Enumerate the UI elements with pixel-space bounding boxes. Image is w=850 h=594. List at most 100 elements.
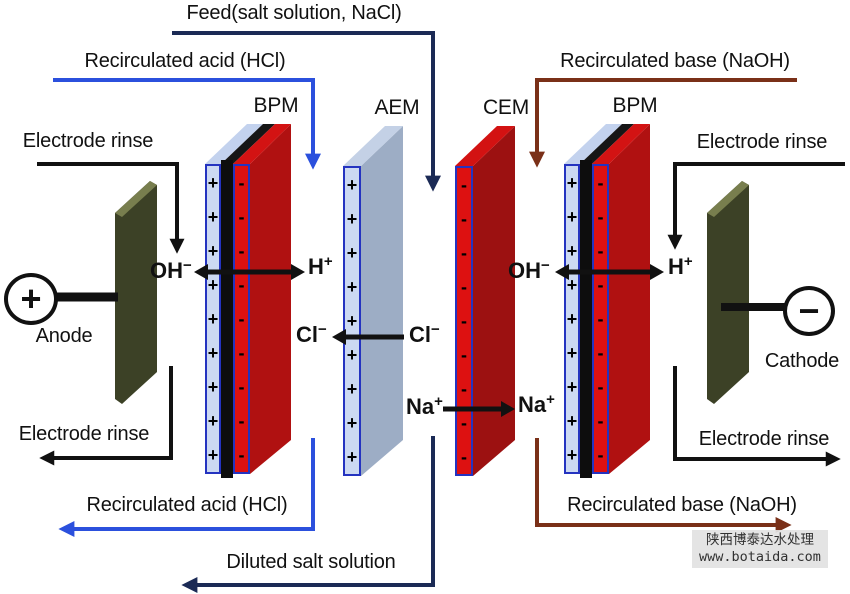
ion-charge: − (183, 257, 192, 274)
base-inlet-line (529, 78, 797, 168)
electrode-rinse-outlet-left-line (39, 366, 173, 466)
chloride-ion-label-left: Cl− (296, 321, 327, 348)
ion-base: H (308, 254, 324, 279)
bpm-left-membrane-3d (205, 124, 291, 474)
recirculated-acid-bottom-label: Recirculated acid (HCl) (86, 494, 288, 516)
ion-base: Cl (409, 322, 431, 347)
electrode-rinse-bottom-right-label: Electrode rinse (698, 428, 830, 450)
bpm-right-ion-arrow (555, 264, 664, 280)
ion-charge: − (541, 257, 550, 274)
electrode-rinse-inlet-left-line (37, 162, 185, 254)
cem-label: CEM (482, 96, 530, 119)
electrode-rinse-top-left-label: Electrode rinse (22, 130, 154, 152)
electrode-rinse-inlet-right-line (667, 162, 845, 250)
oh-left-arrowhead (194, 264, 208, 280)
anode-label: Anode (35, 325, 93, 347)
cathode-plate (707, 181, 749, 404)
bpm-left-positive-strip: + + + + + + + + + (205, 164, 221, 474)
bpm-left-top-face-negative (233, 124, 291, 164)
proton-ion-label-left: H+ (308, 253, 333, 280)
watermark: 陕西博泰达水处理 www.botaida.com (692, 530, 828, 568)
ion-charge: + (323, 253, 333, 270)
bpm-right-top-face-core (580, 124, 634, 164)
electrode-rinse-top-right-label: Electrode rinse (696, 131, 828, 153)
h-left-arrowhead (291, 264, 305, 280)
anode-plate (115, 181, 157, 404)
ion-charge: + (683, 253, 693, 270)
recirculated-base-bottom-label: Recirculated base (NaOH) (567, 494, 797, 516)
hydroxide-ion-label-left: OH− (150, 257, 192, 284)
aem-side-face (361, 126, 403, 476)
ion-base: Na (406, 394, 435, 419)
bpm-left-side-face (250, 124, 291, 474)
bpm-left-core-strip (221, 160, 233, 478)
cl-arrowhead (332, 329, 346, 345)
bpm-right-core-strip (580, 160, 592, 478)
bpm-right-label: BPM (612, 94, 658, 117)
diluted-salt-outlet-line (181, 436, 435, 593)
bpm-right-top-face-positive (564, 124, 622, 164)
cem-membrane-3d (455, 126, 515, 476)
recirculated-base-top-label: Recirculated base (NaOH) (560, 50, 790, 72)
proton-ion-label-right: H+ (668, 253, 693, 280)
h-right-arrowhead (650, 264, 664, 280)
cem-side-face (473, 126, 515, 476)
cathode-plate-body (707, 181, 749, 404)
cathode-label: Cathode (764, 350, 840, 372)
cathode-terminal: − (783, 286, 835, 336)
bpm-left-top-face-core (221, 124, 275, 164)
acid-outlet-line (58, 438, 315, 537)
aem-label: AEM (374, 96, 420, 119)
ion-charge: + (434, 393, 443, 410)
plus-sign-icon: + (20, 278, 42, 319)
oh-right-arrowhead (555, 264, 569, 280)
aem-membrane-3d (343, 126, 403, 476)
aem-positive-strip: + + + + + + + + + (343, 166, 361, 476)
cem-sodium-arrow (443, 401, 515, 417)
ion-base: H (668, 254, 684, 279)
bpm-left-negative-strip: --------- (233, 164, 250, 474)
bpm-right-membrane-3d (564, 124, 650, 474)
ion-base: Cl (296, 322, 318, 347)
bpm-right-positive-strip: + + + + + + + + + (564, 164, 580, 474)
bpm-left-label: BPM (253, 94, 299, 117)
sodium-ion-label-left: Na+ (406, 393, 443, 420)
recirculated-acid-top-label: Recirculated acid (HCl) (84, 50, 286, 72)
cathode-plate-bevel (707, 181, 749, 217)
aem-top-face (343, 126, 403, 166)
ion-base: OH (508, 258, 541, 283)
aem-chloride-arrow (332, 329, 404, 345)
na-arrowhead (501, 401, 515, 417)
sodium-ion-label-right: Na+ (518, 391, 555, 418)
bpm-right-negative-strip: --------- (592, 164, 609, 474)
anode-plate-bevel (115, 181, 157, 217)
chloride-ion-label-right: Cl− (409, 321, 440, 348)
diluted-salt-label: Diluted salt solution (226, 551, 396, 573)
cem-negative-strip: --------- (455, 166, 473, 476)
feed-flow-line (172, 31, 441, 192)
minus-sign-icon: − (798, 290, 820, 331)
bpm-left-top-face-positive (205, 124, 263, 164)
electrode-rinse-outlet-right-line (673, 366, 841, 467)
bpm-right-top-face-negative (592, 124, 650, 164)
hydroxide-ion-label-right: OH− (508, 257, 550, 284)
anode-terminal: + (4, 273, 58, 325)
cem-top-face (455, 126, 515, 166)
anode-plate-body (115, 181, 157, 404)
ion-charge: + (546, 391, 555, 408)
bpm-right-side-face (609, 124, 650, 474)
feed-label: Feed(salt solution, NaCl) (186, 2, 402, 24)
acid-inlet-line (53, 78, 321, 170)
watermark-text: 陕西博泰达水处理 (705, 532, 814, 547)
watermark-url: www.botaida.com (699, 548, 821, 565)
ion-charge: − (431, 321, 440, 338)
electrode-rinse-bottom-left-label: Electrode rinse (18, 423, 150, 445)
bpm-left-ion-arrow (194, 264, 305, 280)
base-outlet-line (535, 438, 792, 533)
ion-charge: − (318, 321, 327, 338)
ion-base: OH (150, 258, 183, 283)
ion-base: Na (518, 392, 547, 417)
